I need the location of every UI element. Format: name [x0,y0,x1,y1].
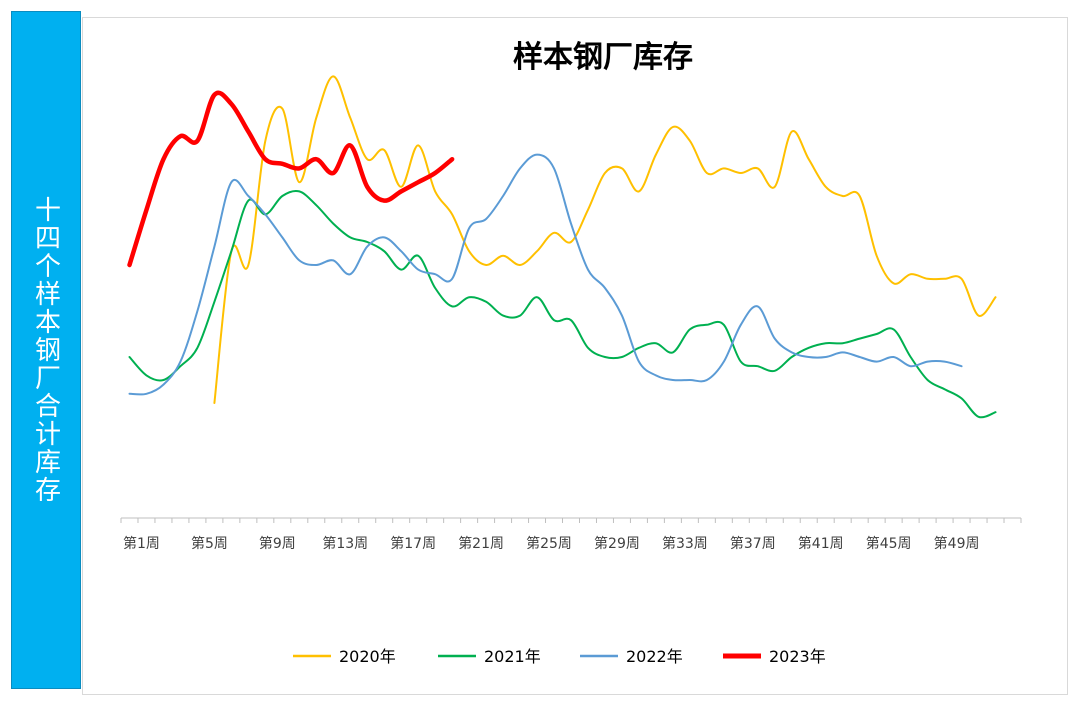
series-line-2022年 [128,153,963,396]
x-tick-label: 第41周 [798,535,844,552]
x-tick-label: 第37周 [730,535,776,552]
x-tick-label: 第25周 [526,535,572,552]
legend-label: 2020年 [339,647,396,666]
series-line-2020年 [213,75,997,404]
x-tick-label: 第49周 [934,535,980,552]
legend-label: 2021年 [484,647,541,666]
series-layer [127,75,997,419]
side-axis-label-box: 十四个样本钢厂合计库存 [11,11,81,689]
x-tick-label: 第17周 [390,535,436,552]
series-line-2021年 [128,189,997,419]
chart-area: 样本钢厂库存 第1周 第5周 第9周 第13周 第17周 第21周 第25周 第29周 第33周… [82,17,1068,695]
legend-label: 2023年 [769,647,826,666]
x-tick-label: 第9周 [259,535,296,552]
chart-title: 样本钢厂库存 [513,40,693,75]
x-tick-label: 第29周 [594,535,640,552]
legend-label: 2022年 [626,647,683,666]
x-axis: 第1周 第5周 第9周 第13周 第17周 第21周 第25周 第29周 第33周 第37周 第41… [120,517,1022,552]
x-tick-label: 第1周 [123,535,160,552]
legend: 2020年 2021年 2022年 2023年 [293,647,826,666]
line-chart: 样本钢厂库存 第1周 第5周 第9周 第13周 第17周 第21周 第25周 第29周 第33周… [120,40,1022,666]
x-tick-label: 第33周 [662,535,708,552]
series-line-2023年 [127,90,455,268]
side-axis-label: 十四个样本钢厂合计库存 [30,196,61,504]
x-tick-label: 第21周 [458,535,504,552]
x-tick-label: 第45周 [866,535,912,552]
x-tick-label: 第5周 [191,535,228,552]
x-tick-label: 第13周 [322,535,368,552]
